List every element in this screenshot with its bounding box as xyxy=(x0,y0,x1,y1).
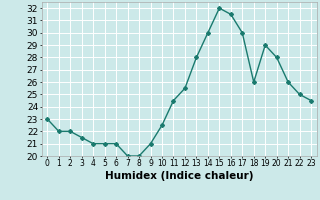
X-axis label: Humidex (Indice chaleur): Humidex (Indice chaleur) xyxy=(105,171,253,181)
